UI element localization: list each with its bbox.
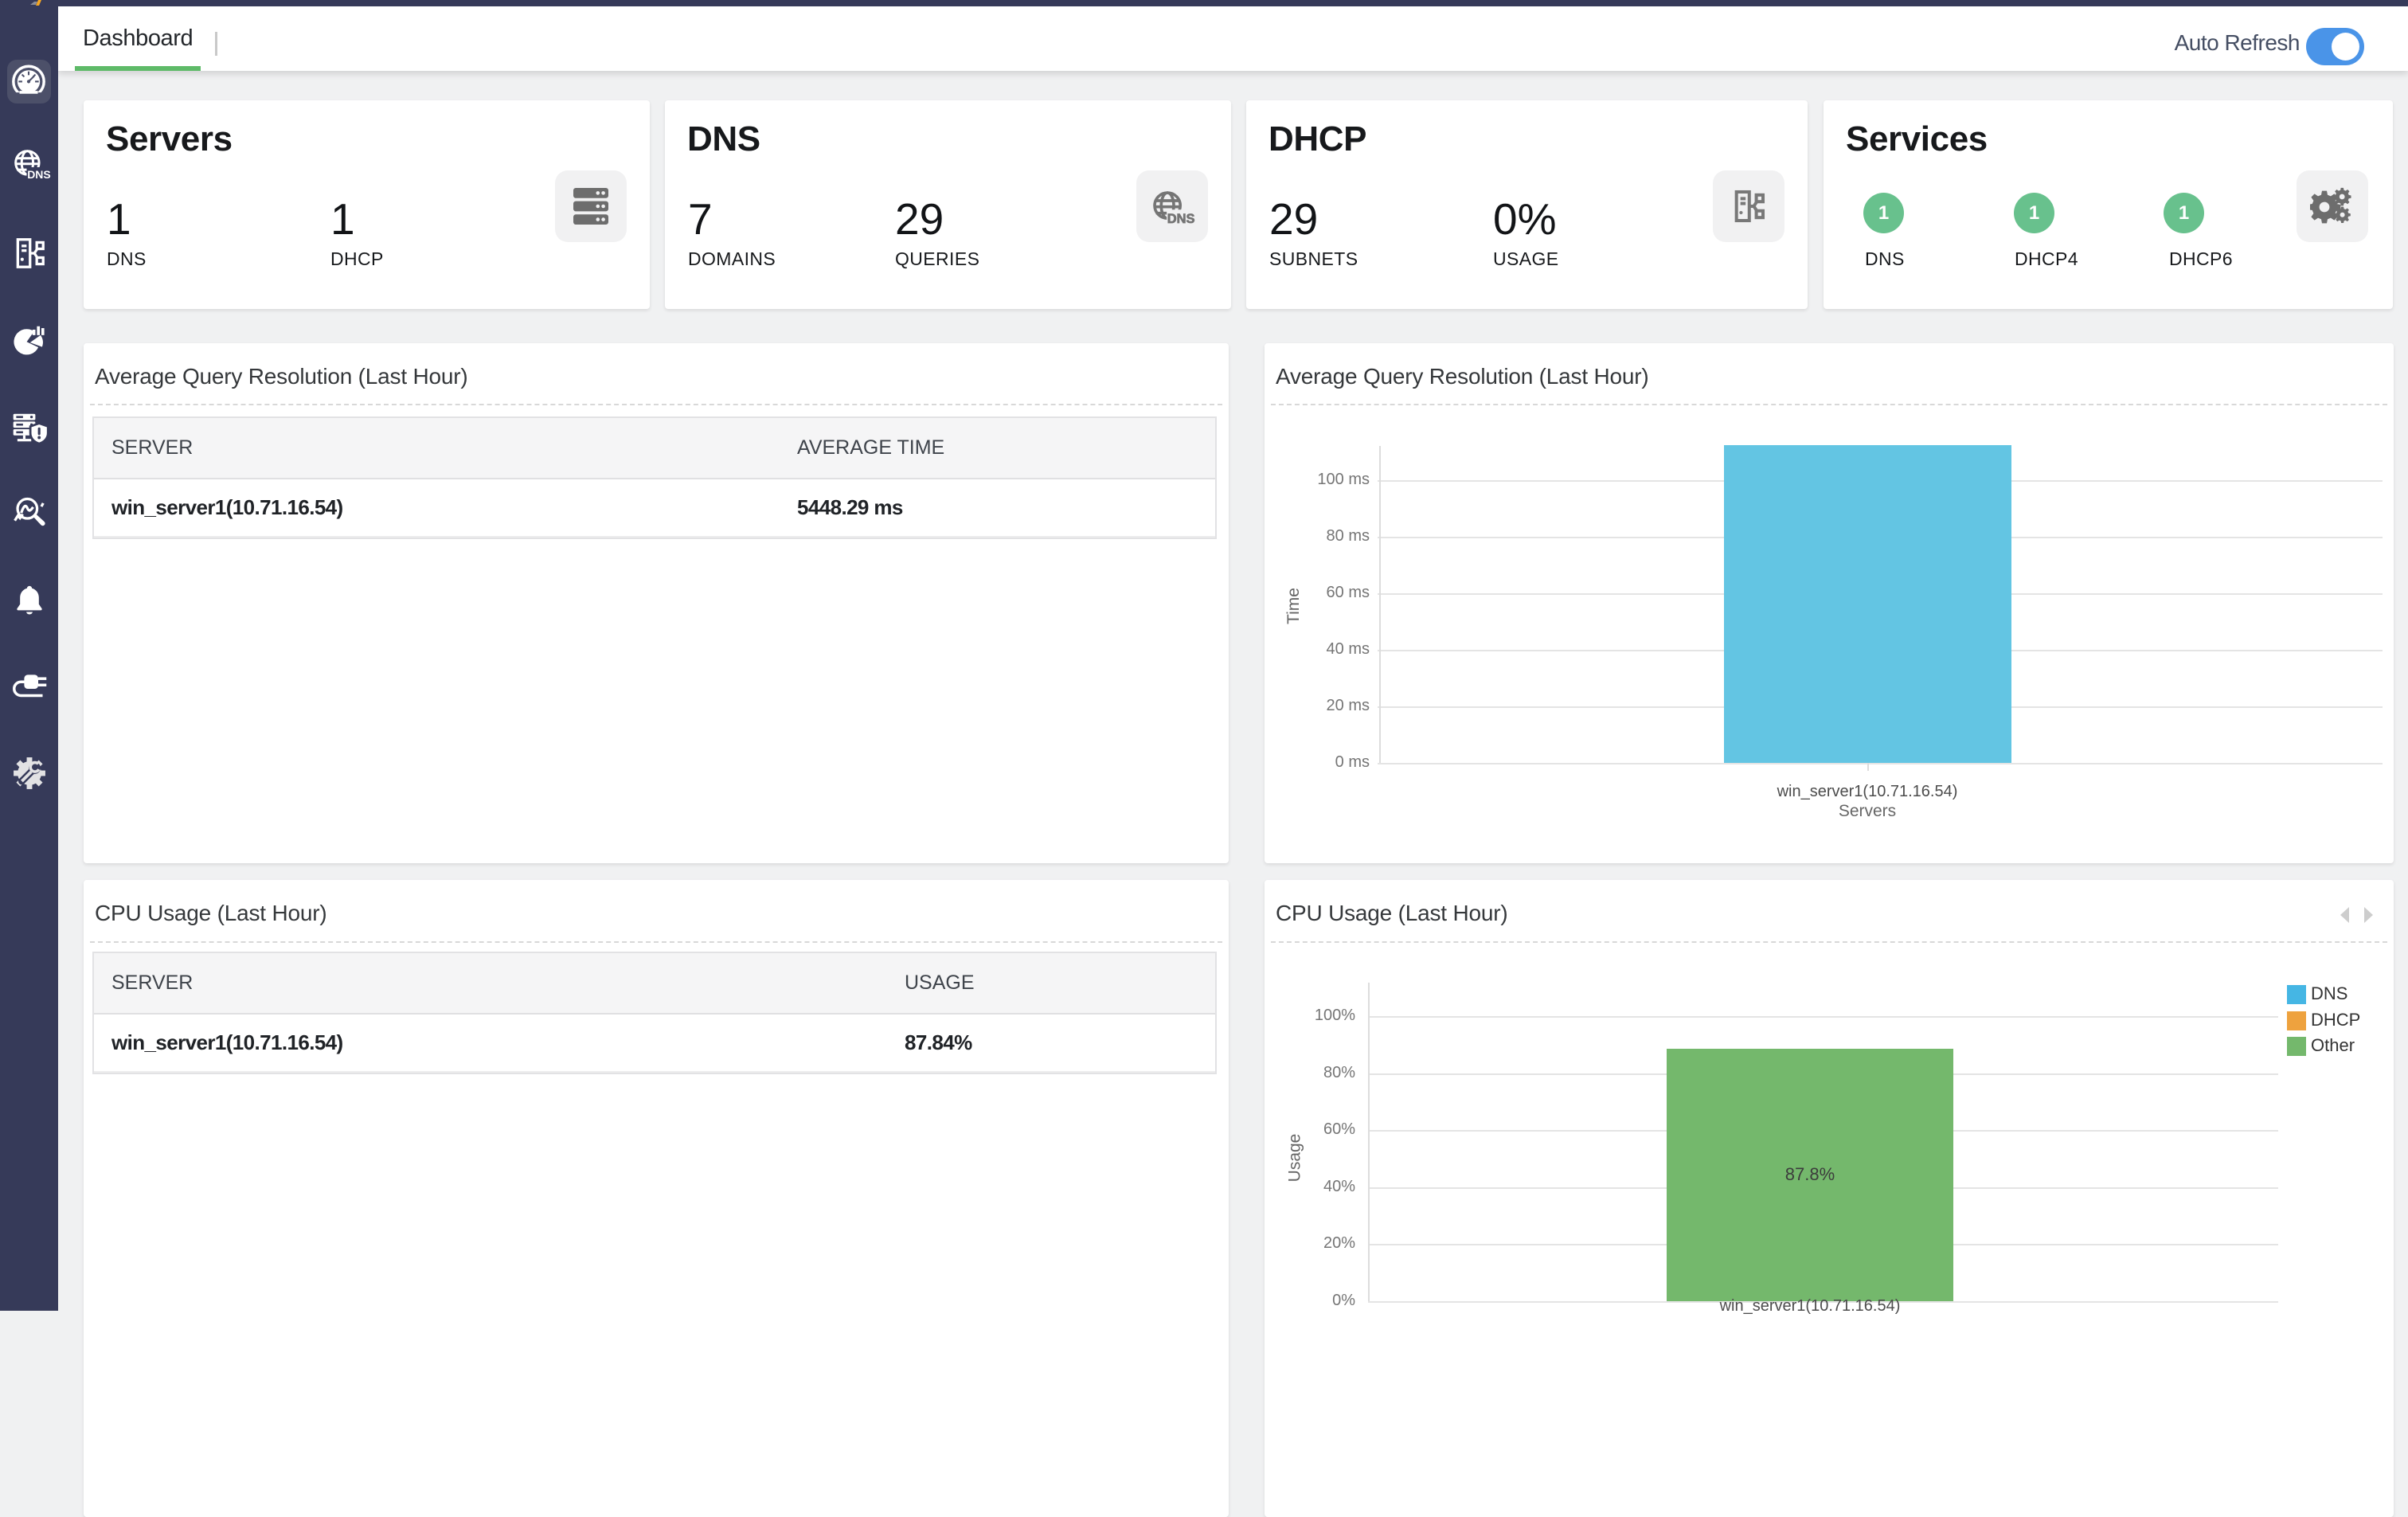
svg-text:DNS: DNS [27, 168, 51, 181]
svg-text:DNS: DNS [1167, 212, 1195, 226]
